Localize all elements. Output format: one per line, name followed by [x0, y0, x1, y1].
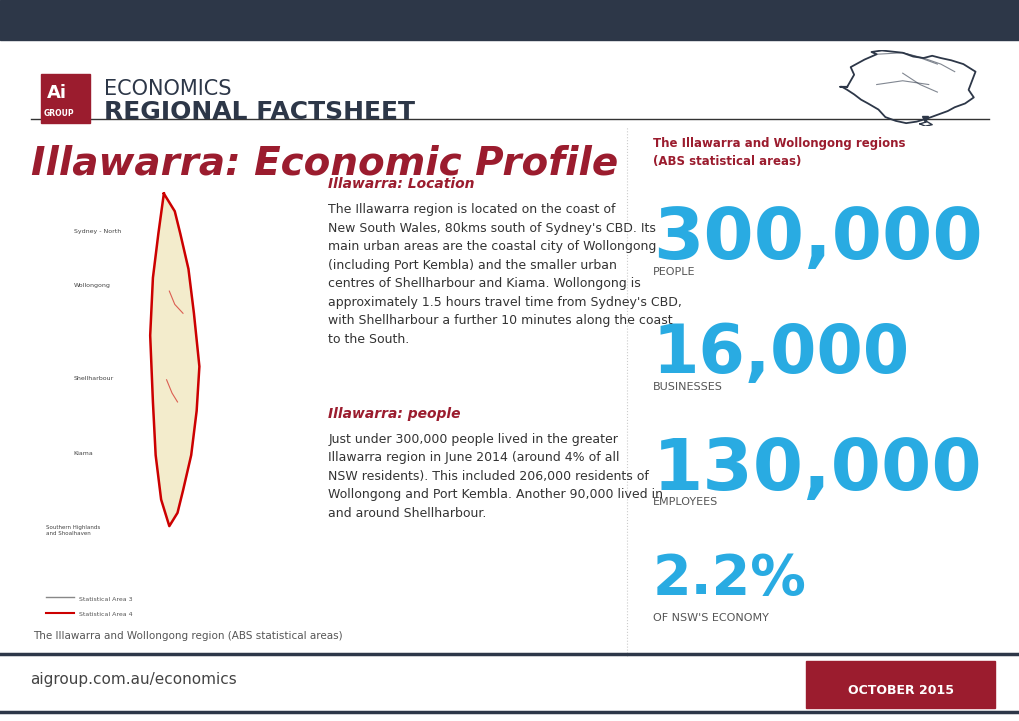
Text: Sydney - North: Sydney - North — [73, 229, 121, 234]
Bar — [805, 661, 994, 708]
Text: GROUP: GROUP — [44, 109, 74, 118]
Text: ECONOMICS: ECONOMICS — [104, 79, 231, 99]
Text: Wollongong: Wollongong — [73, 283, 110, 288]
Text: Just under 300,000 people lived in the greater
Illawarra region in June 2014 (ar: Just under 300,000 people lived in the g… — [328, 433, 662, 520]
Text: The Illawarra region is located on the coast of
New South Wales, 80kms south of : The Illawarra region is located on the c… — [328, 203, 682, 346]
Text: Illawarra: Location: Illawarra: Location — [328, 177, 475, 190]
Text: Illawarra: Economic Profile: Illawarra: Economic Profile — [31, 144, 618, 182]
Text: The Illawarra and Wollongong region (ABS statistical areas): The Illawarra and Wollongong region (ABS… — [33, 631, 342, 641]
Text: Southern Highlands
and Shoalhaven: Southern Highlands and Shoalhaven — [46, 525, 101, 536]
Text: Statistical Area 4: Statistical Area 4 — [79, 612, 132, 617]
Text: 300,000: 300,000 — [652, 205, 981, 275]
Bar — [0, 0, 1019, 40]
Text: 2.2%: 2.2% — [652, 552, 806, 606]
Text: 130,000: 130,000 — [652, 436, 981, 505]
Text: EMPLOYEES: EMPLOYEES — [652, 497, 717, 508]
Text: Kiama: Kiama — [73, 451, 94, 456]
Text: Illawarra: people: Illawarra: people — [328, 407, 461, 421]
Text: 16,000: 16,000 — [652, 321, 909, 387]
Text: The Illawarra and Wollongong regions: The Illawarra and Wollongong regions — [652, 137, 905, 150]
Text: Statistical Area 3: Statistical Area 3 — [79, 597, 132, 602]
Text: Shellharbour: Shellharbour — [73, 376, 114, 381]
Text: BUSINESSES: BUSINESSES — [652, 382, 722, 392]
Text: OF NSW'S ECONOMY: OF NSW'S ECONOMY — [652, 613, 768, 623]
Text: PEOPLE: PEOPLE — [652, 267, 695, 277]
Text: OCTOBER 2015: OCTOBER 2015 — [847, 684, 953, 696]
Text: REGIONAL FACTSHEET: REGIONAL FACTSHEET — [104, 100, 415, 124]
Text: Ai: Ai — [47, 84, 67, 102]
Bar — [41, 74, 90, 123]
Text: (ABS statistical areas): (ABS statistical areas) — [652, 155, 800, 168]
Text: aigroup.com.au/economics: aigroup.com.au/economics — [31, 672, 237, 687]
Polygon shape — [150, 193, 199, 526]
